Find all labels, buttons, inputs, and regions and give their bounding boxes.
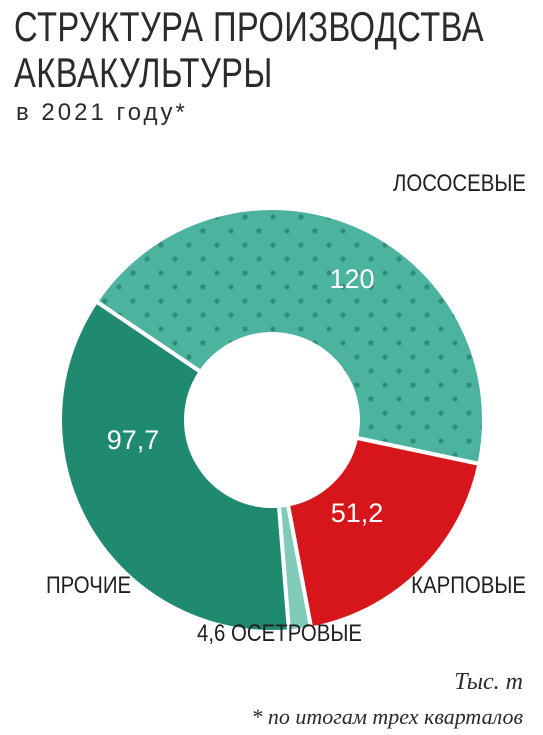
slice-label-3: ПРОЧИЕ: [46, 571, 131, 598]
chart-title: СТРУКТУРА ПРОИЗВОДСТВА АКВАКУЛЬТУРЫ: [14, 4, 484, 96]
slice-value-1: 51,2: [331, 498, 384, 528]
footnote: * по итогам трех кварталов: [251, 704, 523, 729]
slice-label-0: ЛОСОСЕВЫЕ: [393, 169, 526, 196]
unit-label: Тыс. т: [454, 669, 523, 695]
slice-1: [285, 435, 482, 631]
chart-subtitle: в 2021 году*: [16, 99, 188, 126]
slice-0: [93, 206, 486, 467]
title-line-2: АКВАКУЛЬТУРЫ: [14, 49, 273, 96]
title-line-1: СТРУКТУРА ПРОИЗВОДСТВА: [14, 3, 485, 50]
slice-value-3: 97,7: [107, 425, 160, 455]
slice-label-2: 4,6 ОСЕТРОВЫЕ: [197, 619, 362, 646]
slice-3: [58, 298, 292, 634]
slice-value-0: 120: [329, 264, 374, 294]
slice-label-1: КАРПОВЫЕ: [411, 571, 526, 598]
